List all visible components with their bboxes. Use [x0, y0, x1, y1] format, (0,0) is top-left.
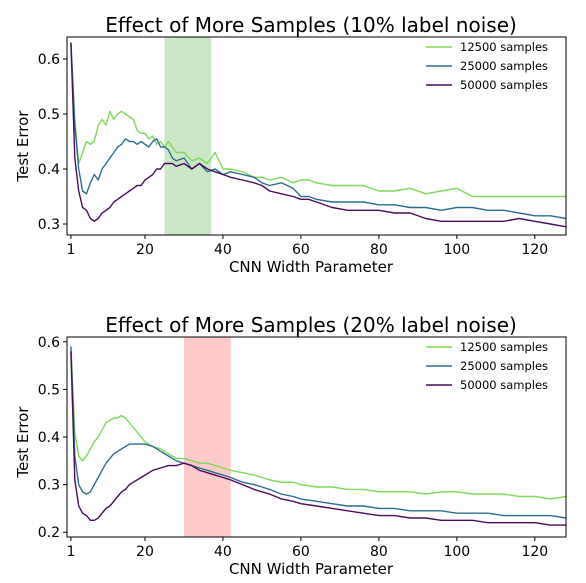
series-line-25000: [70, 346, 567, 519]
series-line-50000: [70, 42, 567, 228]
y-axis-label: Test Error: [14, 110, 32, 183]
y-tick-label: 0.5: [38, 107, 60, 123]
x-tick-label: 100: [443, 544, 470, 560]
shaded-region: [164, 37, 212, 235]
chart-title: Effect of More Samples (20% label noise): [105, 313, 517, 337]
y-axis-label: Test Error: [14, 406, 32, 479]
x-tick-label: 100: [443, 242, 470, 258]
x-tick-label: 1: [66, 242, 75, 258]
x-tick-label: 80: [370, 242, 388, 258]
series-line-50000: [70, 351, 566, 526]
x-tick-label: 1: [66, 544, 75, 560]
x-tick-label: 40: [214, 544, 232, 560]
legend-label: 50000 samples: [460, 378, 548, 392]
y-tick-label: 0.5: [38, 382, 60, 398]
y-tick-label: 0.4: [38, 430, 60, 446]
legend-label: 25000 samples: [460, 59, 548, 73]
x-tick-label: 20: [136, 544, 154, 560]
x-axis-label: CNN Width Parameter: [229, 258, 394, 276]
x-tick-label: 120: [521, 544, 548, 560]
chart-panel-1: Effect of More Samples (10% label noise)…: [14, 13, 567, 276]
x-tick-label: 80: [370, 544, 388, 560]
legend-label: 50000 samples: [460, 78, 548, 92]
chart-title: Effect of More Samples (10% label noise): [105, 13, 517, 37]
y-tick-label: 0.4: [38, 162, 60, 178]
axes-frame: [66, 36, 567, 236]
legend-label: 12500 samples: [460, 40, 548, 54]
series-line-12500: [70, 346, 567, 500]
x-tick-label: 120: [521, 242, 548, 258]
y-tick-label: 0.3: [38, 478, 60, 494]
legend-label: 25000 samples: [460, 359, 548, 373]
shaded-region: [183, 337, 231, 537]
x-tick-label: 40: [214, 242, 232, 258]
y-tick-label: 0.2: [38, 525, 60, 541]
chart-panel-2: Effect of More Samples (20% label noise)…: [14, 313, 567, 578]
x-tick-label: 60: [292, 242, 310, 258]
series-line-12500: [70, 42, 566, 198]
y-tick-label: 0.3: [38, 217, 60, 233]
y-tick-label: 0.6: [38, 335, 60, 351]
x-tick-label: 60: [292, 544, 310, 560]
legend-label: 12500 samples: [460, 340, 548, 354]
y-tick-label: 0.6: [38, 52, 60, 68]
x-axis-label: CNN Width Parameter: [229, 560, 394, 578]
x-tick-label: 20: [136, 242, 154, 258]
